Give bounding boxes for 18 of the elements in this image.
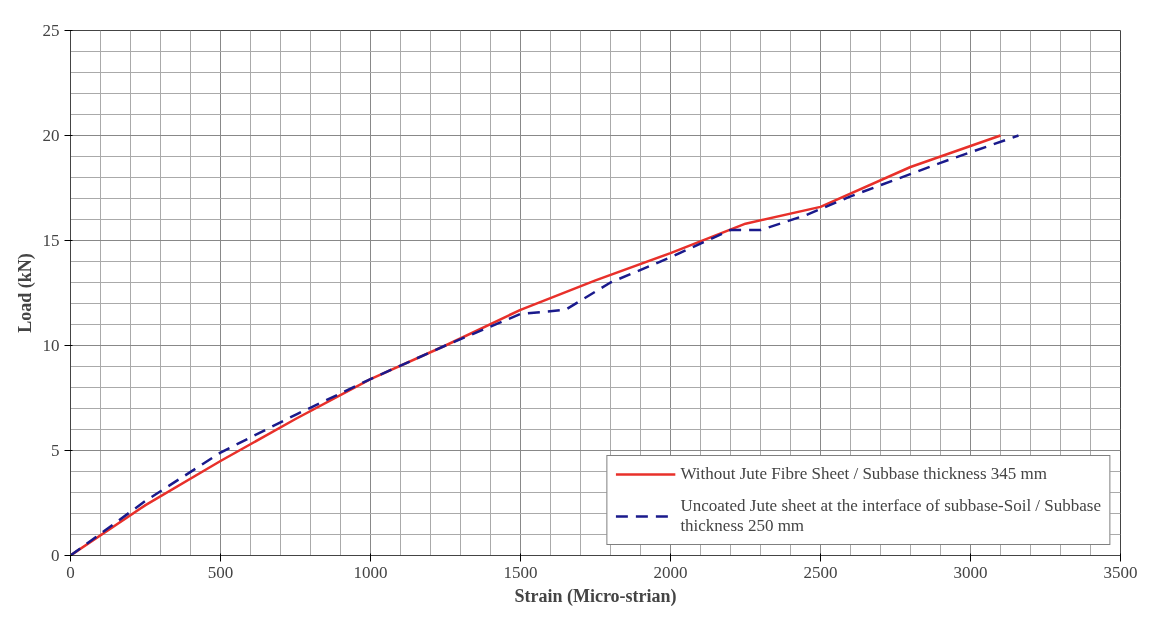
y-tick-label: 0 [51,546,60,565]
y-tick-label: 20 [42,126,60,145]
y-tick-label: 5 [51,441,60,460]
x-tick-label: 2500 [803,562,838,582]
x-tick-label: 2000 [653,562,688,582]
x-tick-label: 3500 [1103,562,1138,582]
y-axis-title: Load (kN) [14,253,36,333]
x-tick-label: 0 [66,562,75,582]
x-tick-label: 1500 [503,562,538,582]
y-tick-label: 25 [42,21,60,40]
x-axis-title: Strain (Micro-strian) [514,585,677,607]
y-tick-label: 10 [42,336,60,355]
x-tick-label: 500 [207,562,234,582]
x-tick-label: 1000 [353,562,388,582]
legend-label: Uncoated Jute sheet at the interface of subbase-Soil / Subbase thickness 250 mm [680,496,1101,536]
x-tick-label: 3000 [953,562,988,582]
y-tick-label: 15 [42,231,60,250]
legend-label: Without Jute Fibre Sheet / Subbase thickness 345 mm [680,464,1048,484]
